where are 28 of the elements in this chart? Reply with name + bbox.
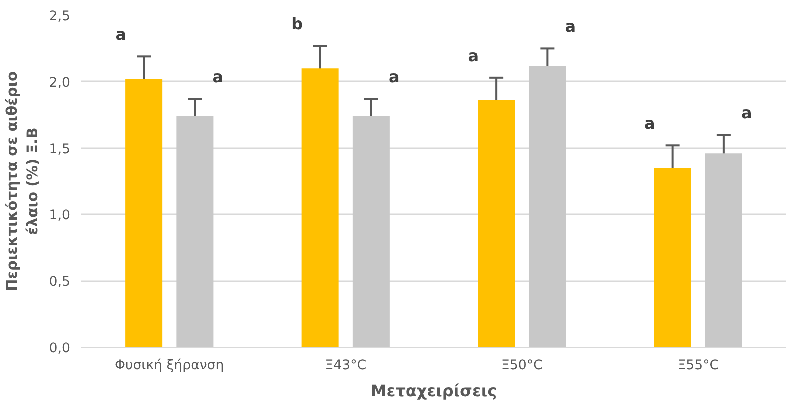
annotation: a [468,46,480,66]
annotation: a [741,104,752,123]
bar [705,154,742,348]
annotation: a [116,25,127,44]
y-axis-title: Περιεκτικότητα σε αιθέριο έλαιο (%) Ξ.Β [4,71,42,292]
y-tick-label: 2,5 [49,10,71,24]
x-tick-label: Ξ55°C [678,358,720,374]
bar [176,116,214,348]
annotation: a [388,68,400,87]
y-tick-label: 2,0 [49,76,71,91]
x-tick-label: Φυσική ξήρανση [115,358,224,374]
annotation: a [212,68,224,87]
bar [529,66,566,348]
x-tick-label: Ξ43°C [325,358,367,374]
y-tick-label: 0,5 [49,275,71,290]
annotation: b [292,14,304,34]
x-tick-label: Ξ50°C [501,358,543,374]
y-tick-label: 0,0 [49,342,71,356]
bar [654,168,692,348]
bar [302,68,339,348]
y-tick-label: 1,5 [49,142,71,158]
x-axis-title: Μεταχειρίσεις [370,382,498,400]
bar [478,100,516,348]
y-tick-label: 1,0 [49,208,71,224]
annotation: a [565,17,576,36]
bar [126,79,163,348]
bar [352,116,390,348]
annotation: a [644,114,656,134]
